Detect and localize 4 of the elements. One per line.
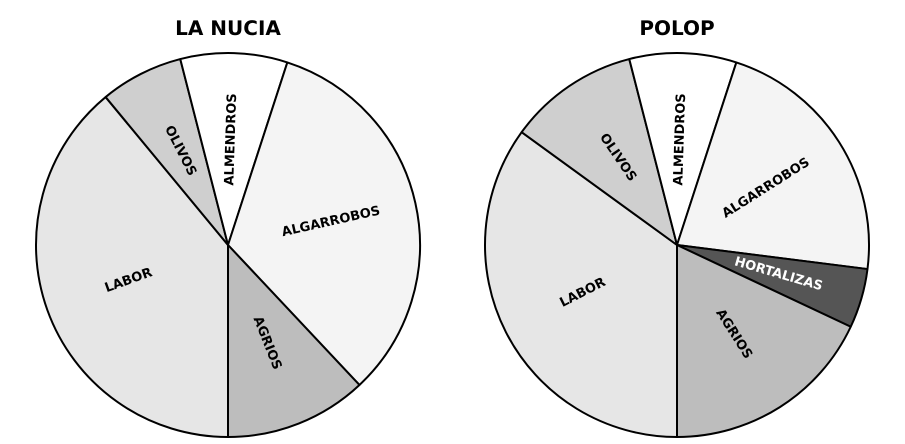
chart-title: POLOP xyxy=(639,16,715,40)
slice-label: ALMENDROS xyxy=(222,93,240,186)
slice-label: ALMENDROS xyxy=(671,93,690,186)
chart-title: LA NUCIA xyxy=(175,16,282,40)
